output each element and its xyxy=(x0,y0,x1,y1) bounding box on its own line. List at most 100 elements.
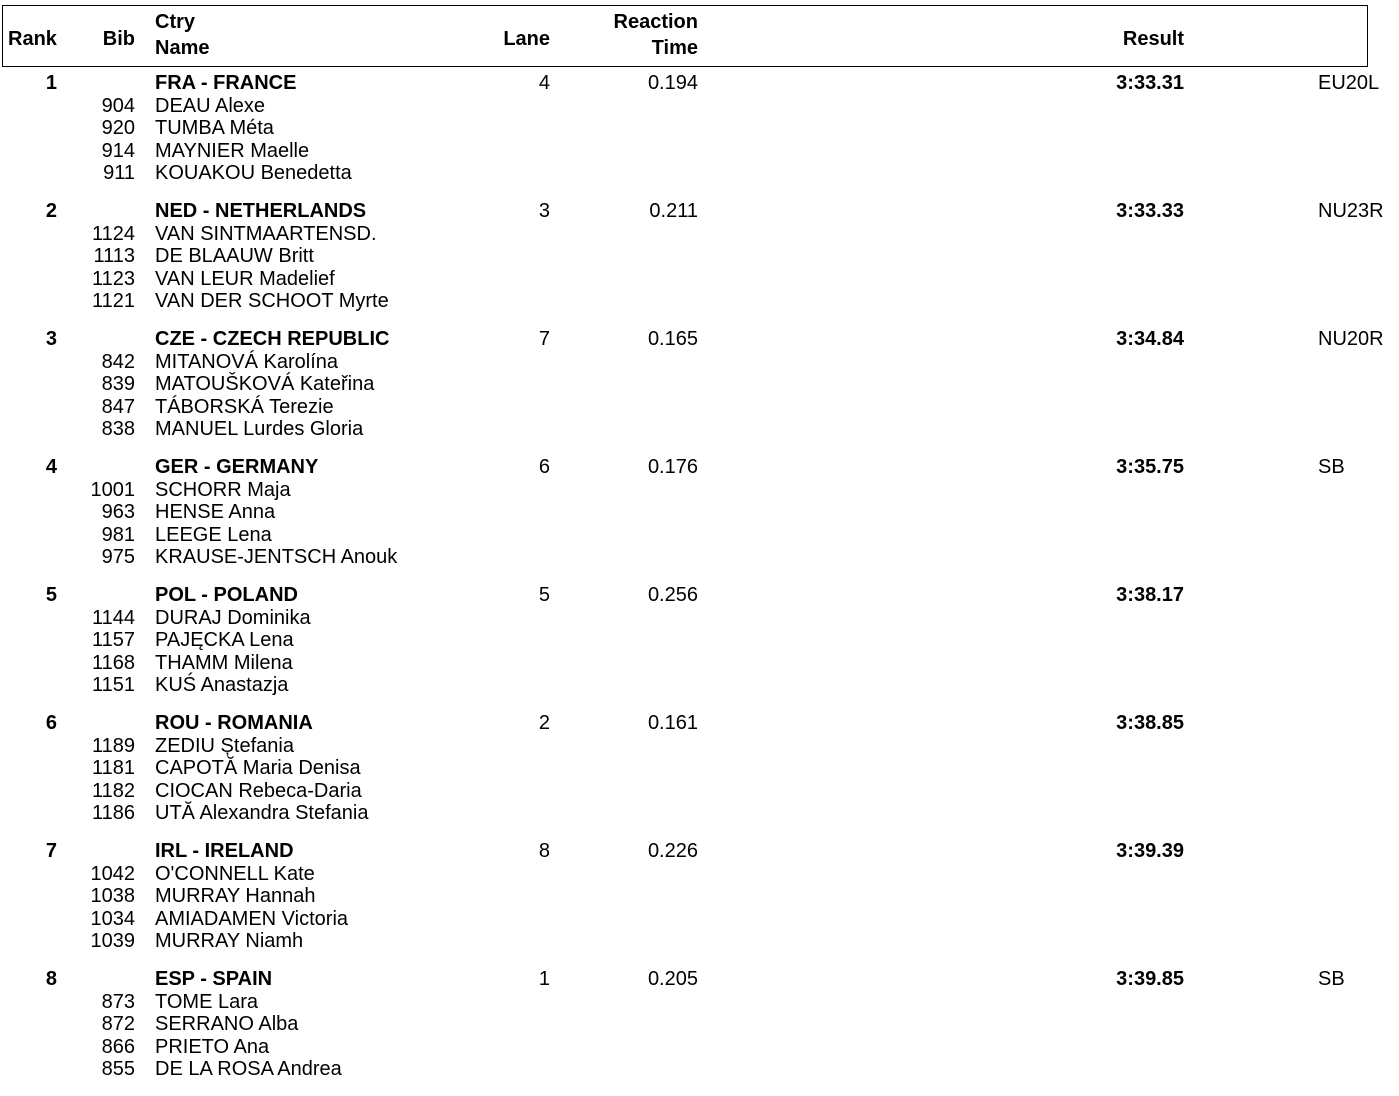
member-name: MITANOVÁ Karolína xyxy=(155,350,339,373)
member-bib: 914 xyxy=(101,139,135,162)
rank: 4 xyxy=(45,456,57,478)
rank: 6 xyxy=(45,712,57,734)
reaction-time: 0.176 xyxy=(647,456,698,478)
header-name: Name xyxy=(155,37,210,59)
member-name: LEEGE Lena xyxy=(155,523,272,546)
header-lane: Lane xyxy=(503,28,550,50)
lane: 7 xyxy=(538,328,550,350)
header-reaction: Reaction xyxy=(613,11,698,33)
record-badge: SB xyxy=(1318,456,1345,478)
member-name: DURAJ Dominika xyxy=(155,606,311,629)
result: 3:39.85 xyxy=(1116,968,1184,990)
member-name: PRIETO Ana xyxy=(155,1035,270,1058)
member-bib: 1042 xyxy=(90,862,136,885)
result: 3:39.39 xyxy=(1116,840,1184,862)
member-bib: 1121 xyxy=(91,290,135,312)
member-name: O'CONNELL Kate xyxy=(155,862,315,885)
record-badge: SB xyxy=(1318,968,1345,990)
member-name: MAYNIER Maelle xyxy=(155,139,310,162)
member-name: CAPOTĂ Maria Denisa xyxy=(155,757,361,779)
member-bib: 963 xyxy=(101,501,135,523)
member-bib: 1001 xyxy=(90,478,136,501)
team-name: ESP - SPAIN xyxy=(155,968,273,990)
lane: 1 xyxy=(538,968,550,990)
member-bib: 904 xyxy=(101,94,135,117)
member-bib: 1124 xyxy=(91,222,135,245)
member-name: SCHORR Maja xyxy=(155,478,291,501)
result: 3:38.17 xyxy=(1116,584,1184,606)
member-name: CIOCAN Rebeca-Daria xyxy=(155,779,362,802)
member-name: SERRANO Alba xyxy=(155,1013,299,1035)
member-name: MATOUŠKOVÁ Kateřina xyxy=(155,373,375,395)
member-bib: 975 xyxy=(101,546,135,568)
member-name: AMIADAMEN Victoria xyxy=(155,907,349,930)
header-bib: Bib xyxy=(102,28,135,50)
reaction-time: 0.194 xyxy=(647,72,698,94)
header-rank: Rank xyxy=(8,28,57,50)
reaction-time: 0.211 xyxy=(649,200,698,222)
team-name: POL - POLAND xyxy=(155,584,298,606)
rank: 3 xyxy=(45,328,57,350)
team-result-row: 2 NED - NETHERLANDS 3 0.211 3:33.33 NU23R 1124… xyxy=(0,200,1399,328)
member-bib: 1038 xyxy=(90,885,136,907)
member-name: DE LA ROSA Andrea xyxy=(155,1058,342,1080)
member-bib: 1034 xyxy=(90,907,136,930)
team-result-row: 4 GER - GERMANY 6 0.176 3:35.75 SB 1001 SCHORR … xyxy=(0,456,1399,584)
member-name: MURRAY Hannah xyxy=(155,885,316,907)
member-bib: 1039 xyxy=(90,930,136,952)
member-name: DE BLAAUW Britt xyxy=(155,245,314,267)
member-bib: 981 xyxy=(101,523,135,546)
team-result-row: 1 FRA - FRANCE 4 0.194 3:33.31 EU20L 904 DEAU A… xyxy=(0,72,1399,200)
member-bib: 842 xyxy=(101,350,135,373)
member-bib: 911 xyxy=(103,162,135,184)
member-name: VAN SINTMAARTENSD. xyxy=(155,222,377,245)
member-name: VAN DER SCHOOT Myrte xyxy=(155,290,389,312)
member-bib: 920 xyxy=(101,117,135,139)
lane: 5 xyxy=(538,584,550,606)
team-name: FRA - FRANCE xyxy=(155,72,297,94)
team-name: CZE - CZECH REPUBLIC xyxy=(155,328,390,350)
header-ctry: Ctry xyxy=(155,11,196,33)
member-bib: 873 xyxy=(101,990,135,1013)
member-name: KUŚ Anastazja xyxy=(155,674,289,696)
team-name: IRL - IRELAND xyxy=(155,840,294,862)
member-bib: 1123 xyxy=(91,267,135,290)
member-name: DEAU Alexe xyxy=(155,94,266,117)
member-name: UTĂ Alexandra Stefania xyxy=(155,802,369,824)
team-result-row: 6 ROU - ROMANIA 2 0.161 3:38.85 1189 ZEDIU Ște… xyxy=(0,712,1399,840)
member-name: HENSE Anna xyxy=(155,501,276,523)
team-result-row: 3 CZE - CZECH REPUBLIC 7 0.165 3:34.84 NU20R 8… xyxy=(0,328,1399,456)
member-bib: 1182 xyxy=(91,779,135,802)
reaction-time: 0.205 xyxy=(647,968,698,990)
reaction-time: 0.256 xyxy=(647,584,698,606)
member-bib: 1157 xyxy=(91,629,135,651)
record-badge: NU20R xyxy=(1318,328,1384,350)
member-bib: 838 xyxy=(101,418,135,440)
member-name: KRAUSE-JENTSCH Anouk xyxy=(155,546,398,568)
rank: 8 xyxy=(45,968,57,990)
team-result-row: 8 ESP - SPAIN 1 0.205 3:39.85 SB 873 TOME Lara 8… xyxy=(0,968,1399,1096)
lane: 8 xyxy=(538,840,550,862)
member-name: MANUEL Lurdes Gloria xyxy=(155,418,364,440)
member-bib: 1113 xyxy=(93,245,135,267)
member-bib: 1181 xyxy=(91,757,135,779)
lane: 6 xyxy=(538,456,550,478)
member-name: TOME Lara xyxy=(155,990,258,1013)
member-bib: 1186 xyxy=(91,802,135,824)
member-name: THAMM Milena xyxy=(155,651,293,674)
member-name: TUMBA Méta xyxy=(155,117,274,139)
member-bib: 866 xyxy=(101,1035,135,1058)
member-name: VAN LEUR Madelief xyxy=(155,267,335,290)
reaction-time: 0.161 xyxy=(647,712,698,734)
member-bib: 1151 xyxy=(91,674,135,696)
member-bib: 1189 xyxy=(91,734,135,757)
result: 3:33.33 xyxy=(1116,200,1184,222)
member-bib: 847 xyxy=(101,395,135,418)
result: 3:38.85 xyxy=(1116,712,1184,734)
table-header xyxy=(2,5,1368,67)
member-bib: 1168 xyxy=(91,651,135,674)
member-name: MURRAY Niamh xyxy=(155,930,304,952)
member-name: TÁBORSKÁ Terezie xyxy=(155,395,334,418)
rank: 2 xyxy=(45,200,57,222)
lane: 4 xyxy=(538,72,550,94)
